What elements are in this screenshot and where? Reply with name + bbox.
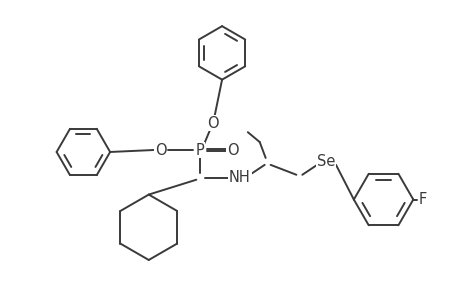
Text: O: O xyxy=(155,142,166,158)
Text: O: O xyxy=(207,116,218,131)
Text: NH: NH xyxy=(229,170,250,185)
Text: P: P xyxy=(196,142,204,158)
Text: O: O xyxy=(227,142,238,158)
Text: Se: Se xyxy=(316,154,335,169)
Text: F: F xyxy=(418,192,426,207)
